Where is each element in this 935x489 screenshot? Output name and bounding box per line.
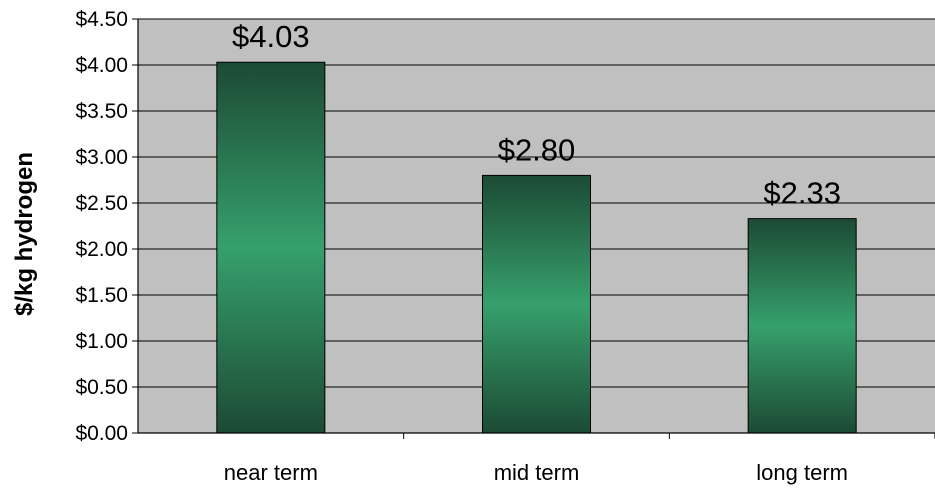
y-tick-label: $1.50 — [75, 284, 128, 307]
y-tick-label: $3.00 — [75, 146, 128, 169]
y-axis-title: $/kg hydrogen — [11, 152, 38, 316]
x-category-label: mid term — [494, 460, 580, 485]
y-tick-label: $0.00 — [75, 422, 128, 445]
x-category-label: long term — [756, 460, 848, 485]
y-tick-label: $2.50 — [75, 192, 128, 215]
y-tick-label: $4.50 — [75, 8, 128, 31]
bar-value-label: $2.80 — [498, 132, 576, 167]
bar-value-label: $2.33 — [763, 176, 841, 211]
y-tick-label: $2.00 — [75, 238, 128, 261]
y-tick-label: $3.50 — [75, 100, 128, 123]
y-tick-label: $0.50 — [75, 376, 128, 399]
axes — [137, 19, 935, 439]
bar-value-label: $4.03 — [232, 19, 310, 54]
bars — [216, 61, 857, 434]
bar-long-term — [747, 218, 857, 434]
x-category-labels: near term mid term long term — [224, 460, 848, 485]
y-tick-label: $1.00 — [75, 330, 128, 353]
bar-near-term — [216, 61, 326, 434]
x-category-label: near term — [224, 460, 318, 485]
y-tick-label: $4.00 — [75, 54, 128, 77]
data-labels: $4.03 $2.80 $2.33 — [232, 19, 841, 210]
bar-mid-term — [482, 174, 591, 434]
y-tick-labels: $0.00 $0.50 $1.00 $1.50 $2.00 $2.50 $3.00 $3.50… — [75, 8, 138, 445]
